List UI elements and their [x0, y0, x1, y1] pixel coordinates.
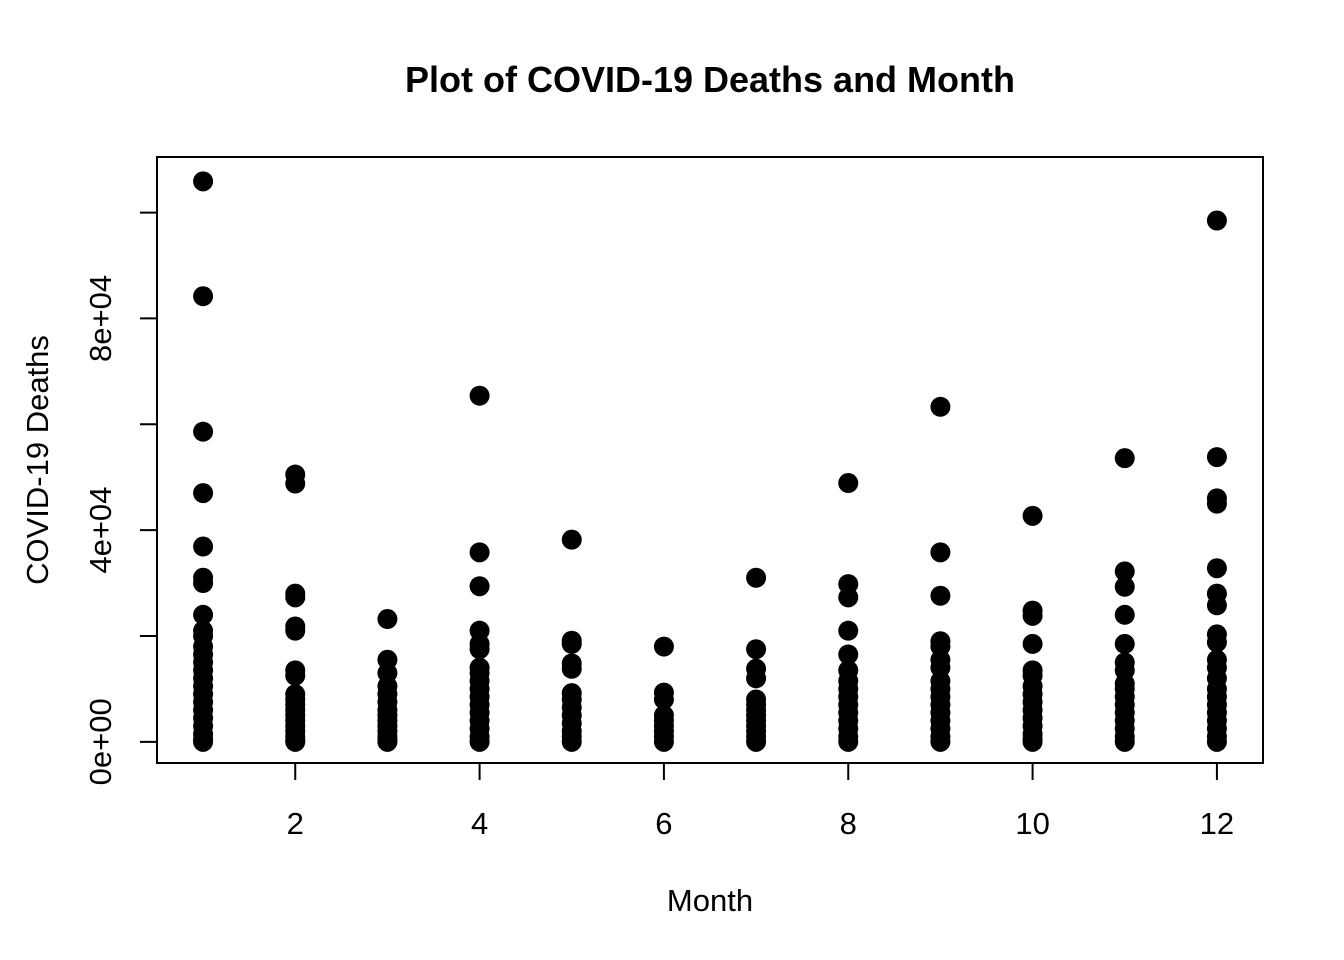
data-point [285, 731, 306, 752]
data-point [1206, 447, 1227, 468]
data-point [838, 587, 859, 608]
data-point [930, 731, 951, 752]
data-point [1206, 210, 1227, 231]
data-point [838, 731, 859, 752]
data-point [1114, 561, 1135, 582]
y-axis-label: COVID-19 Deaths [20, 335, 55, 585]
data-point [1114, 448, 1135, 469]
y-axis: 0e+00 4e+04 8e+04 [83, 211, 158, 785]
chart-title: Plot of COVID-19 Deaths and Month [405, 59, 1015, 100]
data-point [930, 542, 951, 563]
data-point [469, 576, 490, 597]
data-point [285, 665, 306, 686]
data-point [1114, 633, 1135, 654]
data-point [1206, 558, 1227, 579]
data-point [1022, 605, 1043, 626]
data-point [193, 483, 214, 504]
data-point [377, 731, 398, 752]
data-point [1022, 633, 1043, 654]
y-tick-label: 8e+04 [83, 275, 118, 362]
x-axis: 2 4 6 8 10 12 [287, 762, 1234, 841]
data-point [1206, 493, 1227, 514]
y-tick-label: 0e+00 [83, 698, 118, 785]
data-point [838, 644, 859, 665]
data-point [1206, 731, 1227, 752]
x-axis-label: Month [667, 883, 753, 918]
data-point [1206, 632, 1227, 653]
data-point [653, 636, 674, 657]
data-point [285, 473, 306, 494]
data-point [653, 689, 674, 710]
data-point [193, 731, 214, 752]
data-point [561, 731, 582, 752]
x-tick-label: 12 [1200, 806, 1234, 841]
data-point [193, 604, 214, 625]
data-point [193, 171, 214, 192]
data-point [1022, 505, 1043, 526]
data-point [930, 396, 951, 417]
data-point [653, 731, 674, 752]
data-point [561, 658, 582, 679]
data-point [285, 620, 306, 641]
x-tick-label: 2 [287, 806, 304, 841]
x-tick-label: 4 [471, 806, 488, 841]
data-point [561, 633, 582, 654]
data-point [1206, 595, 1227, 616]
data-point [1114, 731, 1135, 752]
data-point [1022, 731, 1043, 752]
data-point [838, 473, 859, 494]
plot-area-frame [156, 156, 1264, 764]
data-point [1114, 576, 1135, 597]
data-point [746, 731, 767, 752]
data-point [930, 585, 951, 606]
data-points [193, 171, 1227, 752]
data-point [469, 385, 490, 406]
data-point [1114, 604, 1135, 625]
data-point [285, 587, 306, 608]
data-point [746, 567, 767, 588]
data-point [469, 731, 490, 752]
data-point [469, 639, 490, 660]
data-point [746, 639, 767, 660]
data-point [193, 286, 214, 307]
data-point [838, 620, 859, 641]
data-point [469, 542, 490, 563]
x-tick-label: 8 [840, 806, 857, 841]
data-point [746, 668, 767, 689]
data-point [193, 421, 214, 442]
y-tick-label: 4e+04 [83, 487, 118, 574]
x-tick-label: 10 [1015, 806, 1049, 841]
x-tick-label: 6 [655, 806, 672, 841]
data-point [193, 573, 214, 594]
data-point [561, 529, 582, 550]
data-point [377, 609, 398, 630]
data-point [193, 536, 214, 557]
